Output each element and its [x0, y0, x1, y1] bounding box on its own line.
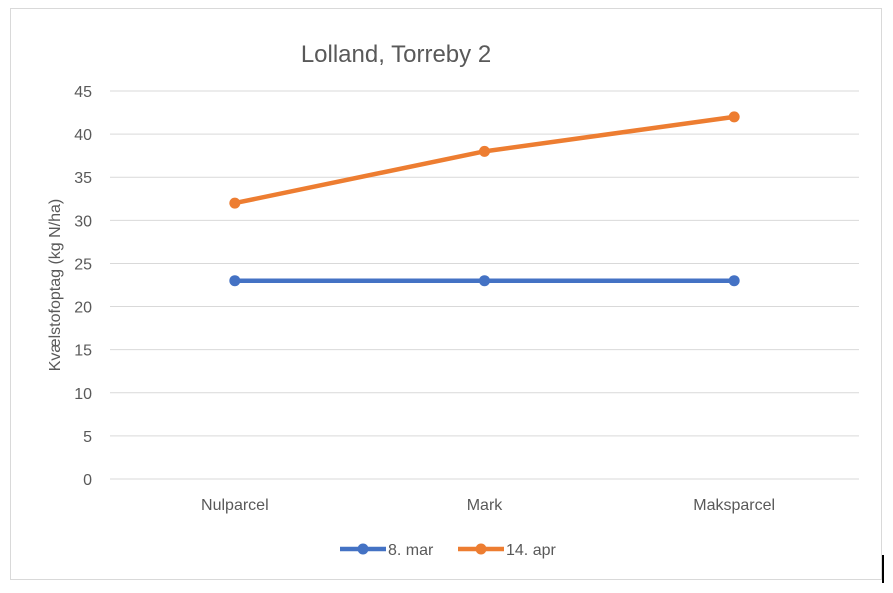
x-tick-label: Nulparcel [201, 497, 269, 514]
y-tick-label: 15 [74, 343, 92, 360]
data-point [479, 275, 490, 287]
y-tick-label: 10 [74, 386, 92, 403]
y-tick-label: 25 [74, 256, 92, 273]
y-tick-label: 20 [74, 300, 92, 317]
data-point [728, 275, 740, 287]
border-mark [882, 555, 884, 583]
data-point [479, 145, 490, 157]
y-tick-label: 45 [74, 84, 92, 101]
y-tick-label: 35 [74, 170, 92, 187]
y-tick-label: 0 [83, 472, 92, 489]
legend-marker [357, 543, 369, 555]
y-tick-label: 40 [74, 127, 92, 144]
y-tick-label: 5 [83, 429, 92, 446]
y-axis-label: Kvælstofoptag (kg N/ha) [47, 199, 64, 372]
chart-title: Lolland, Torreby 2 [301, 41, 491, 68]
data-point [728, 111, 740, 123]
legend-label: 8. mar [388, 542, 434, 559]
chart-area [10, 8, 882, 580]
legend-marker [475, 543, 487, 555]
data-point [229, 197, 241, 209]
x-tick-label: Maksparcel [693, 497, 775, 514]
legend-label: 14. apr [506, 542, 556, 559]
x-tick-label: Mark [467, 497, 504, 514]
y-tick-label: 30 [74, 213, 92, 230]
series-line [234, 114, 735, 206]
data-point [229, 275, 241, 287]
